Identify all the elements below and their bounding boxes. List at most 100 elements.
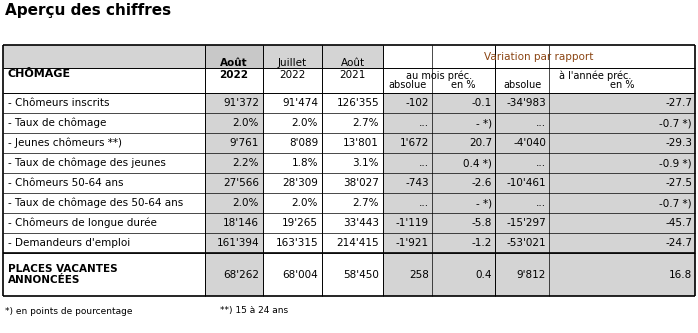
Text: -0.9 *): -0.9 *): [660, 158, 692, 168]
Text: 2.7%: 2.7%: [352, 118, 379, 128]
Text: absolue: absolue: [503, 81, 541, 91]
Bar: [383, 113, 495, 133]
Text: 16.8: 16.8: [669, 269, 692, 279]
Bar: [495, 133, 695, 153]
Text: 20.7: 20.7: [469, 138, 492, 148]
Text: -53'021: -53'021: [506, 238, 546, 248]
Text: 27'566: 27'566: [223, 178, 259, 188]
Bar: [205, 173, 263, 193]
Bar: [3, 45, 695, 296]
Bar: [383, 93, 495, 113]
Bar: [205, 213, 263, 233]
Text: - Taux de chômage des jeunes: - Taux de chômage des jeunes: [8, 158, 166, 168]
Text: - Jeunes chômeurs **): - Jeunes chômeurs **): [8, 138, 122, 148]
Text: - *): - *): [476, 198, 492, 208]
Text: 33'443: 33'443: [343, 218, 379, 228]
Text: 1'672: 1'672: [400, 138, 429, 148]
Bar: [495, 93, 695, 113]
Text: -29.3: -29.3: [665, 138, 692, 148]
Bar: [383, 133, 495, 153]
Text: en %: en %: [610, 81, 634, 91]
Bar: [205, 253, 263, 296]
Text: en %: en %: [451, 81, 476, 91]
Text: - Taux de chômage: - Taux de chômage: [8, 118, 106, 128]
Text: Août
2022: Août 2022: [219, 58, 248, 80]
Text: 91'372: 91'372: [223, 98, 259, 108]
Bar: [3, 45, 695, 68]
Text: 18'146: 18'146: [223, 218, 259, 228]
Text: - *): - *): [476, 118, 492, 128]
Text: ...: ...: [419, 198, 429, 208]
Text: *) en points de pourcentage: *) en points de pourcentage: [5, 306, 133, 315]
Text: 68'262: 68'262: [223, 269, 259, 279]
Text: -45.7: -45.7: [665, 218, 692, 228]
Text: **) 15 à 24 ans: **) 15 à 24 ans: [220, 306, 288, 315]
Text: 0.4: 0.4: [475, 269, 492, 279]
Bar: [205, 193, 263, 213]
Text: -4'040: -4'040: [513, 138, 546, 148]
Text: - Taux de chômage des 50-64 ans: - Taux de chômage des 50-64 ans: [8, 198, 184, 208]
Text: 9'761: 9'761: [230, 138, 259, 148]
Text: -5.8: -5.8: [472, 218, 492, 228]
Text: 91'474: 91'474: [282, 98, 318, 108]
Bar: [205, 153, 263, 173]
Text: -27.7: -27.7: [665, 98, 692, 108]
Text: ...: ...: [536, 118, 546, 128]
Text: -10'461: -10'461: [506, 178, 546, 188]
Text: 0.4 *): 0.4 *): [463, 158, 492, 168]
Text: ...: ...: [536, 158, 546, 168]
Text: -743: -743: [406, 178, 429, 188]
Text: au mois préc.: au mois préc.: [406, 70, 472, 81]
Text: PLACES VACANTES
ANNONCÉES: PLACES VACANTES ANNONCÉES: [8, 264, 118, 285]
Text: -0.7 *): -0.7 *): [660, 118, 692, 128]
Text: 214'415: 214'415: [336, 238, 379, 248]
Text: 28'309: 28'309: [282, 178, 318, 188]
Bar: [383, 153, 495, 173]
Bar: [205, 45, 263, 68]
Text: à l'année préc.: à l'année préc.: [559, 70, 631, 81]
Text: -15'297: -15'297: [506, 218, 546, 228]
Bar: [495, 233, 695, 253]
Bar: [205, 113, 263, 133]
Bar: [383, 253, 495, 296]
Bar: [495, 253, 695, 296]
Text: 1.8%: 1.8%: [292, 158, 318, 168]
Text: 2.0%: 2.0%: [292, 198, 318, 208]
Text: - Chômeurs inscrits: - Chômeurs inscrits: [8, 98, 110, 108]
Text: absolue: absolue: [388, 81, 426, 91]
Bar: [495, 213, 695, 233]
Bar: [495, 113, 695, 133]
Text: 161'394: 161'394: [216, 238, 259, 248]
Text: 58'450: 58'450: [343, 269, 379, 279]
Bar: [383, 193, 495, 213]
Text: 38'027: 38'027: [343, 178, 379, 188]
Bar: [495, 193, 695, 213]
Bar: [383, 213, 495, 233]
Text: Variation par rapport: Variation par rapport: [484, 52, 594, 62]
Text: - Demandeurs d'emploi: - Demandeurs d'emploi: [8, 238, 131, 248]
Text: 13'801: 13'801: [343, 138, 379, 148]
Text: -2.6: -2.6: [472, 178, 492, 188]
Text: ...: ...: [419, 158, 429, 168]
Text: 258: 258: [409, 269, 429, 279]
Text: -24.7: -24.7: [665, 238, 692, 248]
Text: 8'089: 8'089: [289, 138, 318, 148]
Text: 2.0%: 2.0%: [232, 118, 259, 128]
Text: - Chômeurs 50-64 ans: - Chômeurs 50-64 ans: [8, 178, 124, 188]
Text: 68'004: 68'004: [282, 269, 318, 279]
Text: -34'983: -34'983: [506, 98, 546, 108]
Text: -0.7 *): -0.7 *): [660, 198, 692, 208]
Text: - Chômeurs de longue durée: - Chômeurs de longue durée: [8, 218, 157, 228]
Text: Juillet
2022: Juillet 2022: [278, 58, 307, 80]
Bar: [205, 133, 263, 153]
Text: 126'355: 126'355: [336, 98, 379, 108]
Bar: [383, 45, 695, 68]
Text: Aperçu des chiffres: Aperçu des chiffres: [5, 3, 171, 18]
Text: 2.2%: 2.2%: [232, 158, 259, 168]
Text: ...: ...: [419, 118, 429, 128]
Bar: [205, 93, 263, 113]
Text: -1.2: -1.2: [472, 238, 492, 248]
Bar: [495, 173, 695, 193]
Text: ...: ...: [536, 198, 546, 208]
Text: 3.1%: 3.1%: [352, 158, 379, 168]
